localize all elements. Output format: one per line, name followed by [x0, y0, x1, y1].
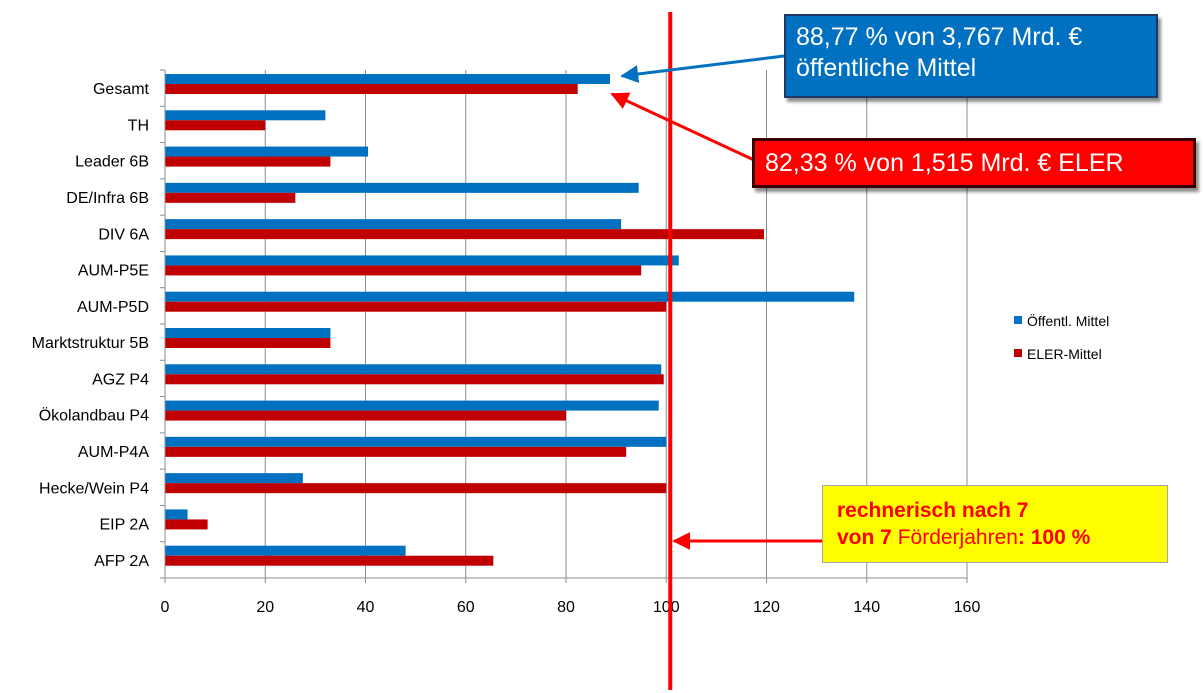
category-label: AUM-P4A	[78, 444, 149, 461]
bar-eler	[165, 555, 494, 566]
bar-public	[165, 219, 622, 230]
legend-label-public: Öffentl. Mittel	[1027, 312, 1109, 329]
callout-public-line2: öffentliche Mittel	[796, 54, 977, 82]
bar-eler	[165, 192, 296, 203]
x-tick-label: 160	[954, 599, 981, 616]
tick-labels: 0 20 40 60 80 100 120 140 160	[161, 599, 981, 616]
category-label: Hecke/Wein P4	[39, 480, 149, 497]
bar-public	[165, 328, 331, 338]
x-tick-label: 60	[457, 599, 475, 616]
category-label: Leader 6B	[75, 154, 149, 171]
callout-public-funds: 88,77 % von 3,767 Mrd. € öffentliche Mit…	[784, 14, 1158, 98]
callout-target-normal: Förderjahren	[891, 526, 1018, 549]
bar-public	[165, 400, 659, 411]
bar-public	[165, 74, 610, 84]
x-tick-label: 140	[853, 599, 880, 616]
callout-eler-funds: 82,33 % von 1,515 Mrd. € ELER	[752, 138, 1196, 188]
callout-public-line1: 88,77 % von 3,767 Mrd. €	[796, 23, 1083, 51]
bar-public	[165, 255, 679, 266]
x-tick-label: 100	[653, 599, 680, 616]
legend-swatch-eler	[1014, 349, 1022, 357]
category-label: DE/Infra 6B	[66, 190, 149, 207]
arrow-eler	[610, 92, 755, 162]
bar-eler	[165, 265, 642, 276]
callout-target-line1: rechnerisch nach 7	[837, 499, 1029, 522]
category-label: AGZ P4	[92, 371, 149, 388]
callout-eler-text: 82,33 % von 1,515 Mrd. € ELER	[765, 149, 1124, 177]
category-label: AUM-P5D	[77, 299, 149, 316]
bar-eler	[165, 84, 578, 94]
annotation-overlay	[610, 12, 822, 690]
category-label: TH	[128, 117, 149, 134]
bars	[165, 74, 855, 566]
category-label: Gesamt	[93, 81, 150, 98]
bar-public	[165, 182, 639, 193]
callout-target-bold2: von 7	[837, 526, 892, 549]
category-label: DIV 6A	[98, 226, 149, 243]
legend-swatch-public	[1014, 316, 1022, 324]
x-tick-label: 40	[357, 599, 375, 616]
bar-public	[165, 364, 662, 375]
bar-eler	[165, 519, 208, 530]
bar-public	[165, 473, 303, 484]
bar-eler	[165, 338, 331, 348]
bar-eler	[165, 229, 764, 240]
bar-eler	[165, 410, 566, 421]
category-label: AFP 2A	[94, 553, 149, 570]
bar-eler	[165, 446, 627, 457]
legend: Öffentl. Mittel ELER-Mittel	[1014, 312, 1109, 362]
bar-eler	[165, 120, 266, 131]
bar-public	[165, 545, 406, 556]
legend-label-eler: ELER-Mittel	[1027, 346, 1102, 362]
bar-eler	[165, 374, 664, 385]
category-label: Ökolandbau P4	[39, 407, 149, 425]
bar-eler	[165, 301, 667, 312]
x-tick-label: 20	[256, 599, 274, 616]
bar-public	[165, 146, 369, 157]
arrow-public	[620, 54, 785, 83]
category-label: EIP 2A	[99, 517, 149, 534]
callout-target-line2: von 7 Förderjahren: 100 %	[837, 524, 1153, 551]
bar-eler	[165, 483, 667, 494]
x-tick-label: 120	[753, 599, 780, 616]
bar-eler	[165, 156, 331, 167]
x-tick-label: 80	[557, 599, 575, 616]
bar-public	[165, 509, 188, 520]
bar-public	[165, 436, 667, 447]
category-labels: Gesamt TH Leader 6B DE/Infra 6B DIV 6A AUM-P5…	[32, 81, 150, 570]
callout-target-bold3: : 100 %	[1017, 526, 1091, 549]
bar-public	[165, 110, 326, 121]
category-label: AUM-P5E	[78, 263, 149, 280]
x-tick-label: 0	[161, 599, 170, 616]
axis	[160, 69, 968, 583]
callout-target: rechnerisch nach 7 von 7 Förderjahren: 1…	[822, 485, 1168, 563]
category-label: Marktstruktur 5B	[32, 335, 149, 352]
bar-public	[165, 291, 855, 302]
